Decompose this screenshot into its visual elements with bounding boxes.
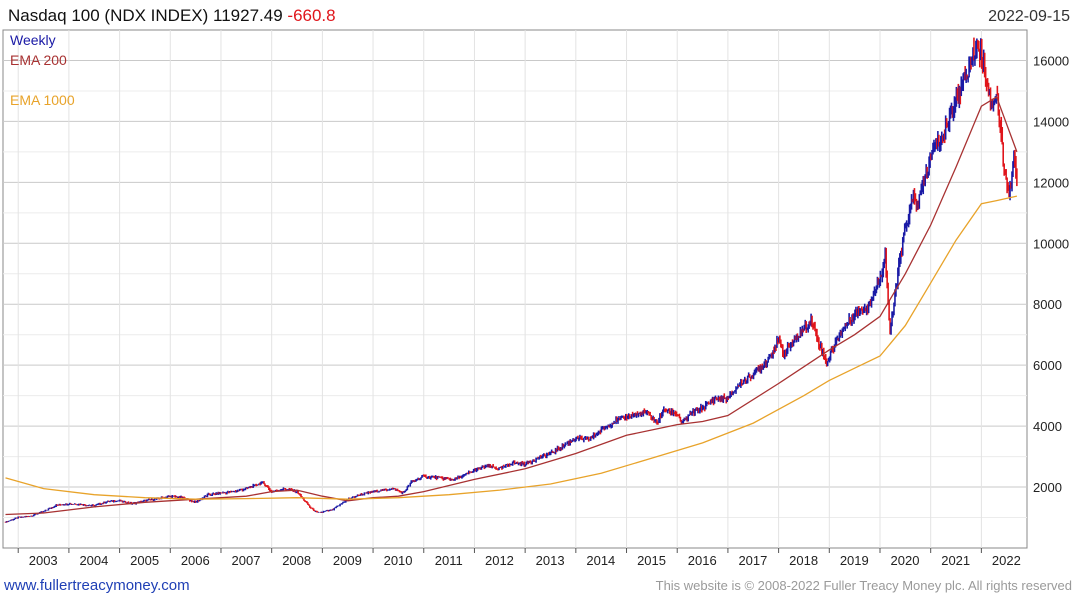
x-tick-label: 2007 [232,553,261,568]
x-tick-label: 2006 [181,553,210,568]
y-tick-label: 2000 [1033,480,1062,495]
x-tick-label: 2005 [130,553,159,568]
y-tick-label: 16000 [1033,53,1069,68]
y-tick-label: 8000 [1033,297,1062,312]
x-tick-label: 2012 [485,553,514,568]
y-tick-label: 6000 [1033,358,1062,373]
x-tick-label: 2013 [536,553,565,568]
ema200-line [5,96,1018,516]
x-tick-label: 2008 [282,553,311,568]
x-tick-label: 2017 [738,553,767,568]
x-tick-label: 2020 [891,553,920,568]
x-tick-label: 2015 [637,553,666,568]
x-tick-label: 2003 [29,553,58,568]
x-tick-label: 2018 [789,553,818,568]
chart-title: Nasdaq 100 (NDX INDEX) 11927.49 -660.8 [8,6,336,25]
legend-weekly: Weekly [10,32,56,48]
x-tick-label: 2010 [384,553,413,568]
y-tick-label: 12000 [1033,175,1069,190]
grid [3,30,1027,548]
legend-ema200: EMA 200 [10,52,67,68]
y-tick-label: 10000 [1033,236,1069,251]
y-tick-label: 14000 [1033,114,1069,129]
chart-date: 2022-09-15 [988,8,1070,25]
x-tick-label: 2011 [435,553,463,568]
footer-link[interactable]: www.fullertreacymoney.com [3,577,190,594]
x-tick-label: 2016 [688,553,717,568]
title-label: Nasdaq 100 (NDX INDEX) 11927.49 [8,6,283,25]
x-tick-label: 2014 [586,553,615,568]
footer-copyright: This website is © 2008-2022 Fuller Treac… [656,578,1072,593]
x-tick-label: 2009 [333,553,362,568]
ema1000-line [5,195,1018,500]
x-tick-label: 2021 [941,553,970,568]
x-tick-label: 2022 [992,553,1021,568]
series-layer [4,37,1018,523]
legend-ema1000: EMA 1000 [10,92,75,108]
title-change: -660.8 [287,6,335,25]
y-tick-label: 4000 [1033,419,1062,434]
x-tick-label: 2019 [840,553,869,568]
x-tick-label: 2004 [79,553,108,568]
axis-ticks: 2000 4000 6000 8000 10000 12000 14000 16000 2003… [17,53,1069,568]
